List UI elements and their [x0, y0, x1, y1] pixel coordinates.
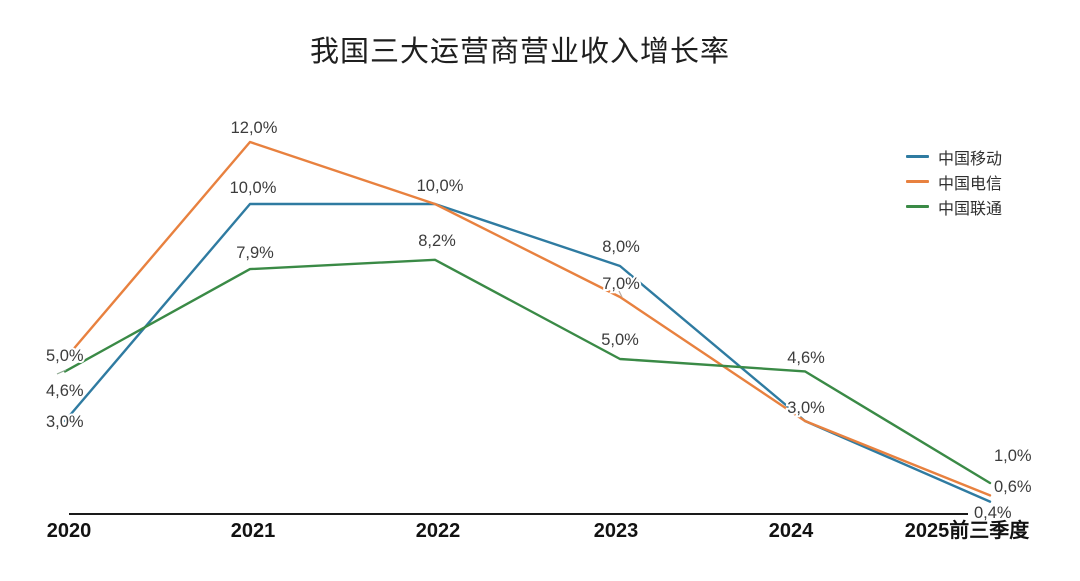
point-label-t3: 7,0% [602, 275, 640, 293]
legend-item-china-unicom: 中国联通 [906, 194, 1002, 219]
legend-label: 中国移动 [938, 150, 1003, 168]
legend-label: 中国联通 [938, 200, 1003, 218]
series-line-1 [63, 140, 992, 497]
legend-label: 中国电信 [938, 175, 1003, 193]
legend-item-china-mobile: 中国移动 [906, 144, 1002, 169]
point-label-mt2: 10,0% [417, 177, 464, 195]
point-label-u3: 5,0% [601, 331, 639, 349]
x-tick-label-1: 2021 [231, 520, 276, 542]
legend: 中国移动 中国电信 中国联通 [906, 144, 1002, 219]
legend-line-swatch-china-telecom [906, 180, 929, 183]
label-leader-tick [56, 369, 67, 375]
point-label-u4: 4,6% [787, 349, 825, 367]
point-label-u2: 8,2% [418, 232, 456, 250]
series-line-0 [63, 202, 992, 503]
point-label-t1: 12,0% [231, 119, 278, 137]
point-label-m1: 10,0% [230, 179, 277, 197]
point-label-t5: 0,6% [994, 478, 1032, 496]
point-label-u1: 7,9% [236, 244, 274, 262]
x-tick-label-3: 2023 [594, 520, 639, 542]
x-tick-label-5: 2025前三季度 [905, 518, 1030, 542]
legend-line-swatch-china-mobile [906, 155, 929, 158]
x-tick-label-2: 2022 [416, 520, 461, 542]
point-label-t0: 5,0% [46, 347, 84, 365]
legend-item-china-telecom: 中国电信 [906, 169, 1002, 194]
chart-title: 我国三大运营商营业收入增长率 [309, 36, 730, 68]
point-label-m0: 3,0% [46, 413, 84, 431]
point-label-m5: 0,4% [974, 504, 1012, 522]
point-label-mt4: 3,0% [787, 399, 825, 417]
series-line-2 [63, 258, 992, 485]
point-label-u5: 1,0% [994, 447, 1032, 465]
legend-line-swatch-china-unicom [906, 205, 929, 208]
x-tick-label-4: 2024 [769, 520, 814, 542]
x-tick-label-0: 2020 [47, 520, 92, 542]
point-label-u0: 4,6% [46, 382, 84, 400]
label-leader-tick [618, 290, 623, 298]
point-label-m3: 8,0% [602, 238, 640, 256]
